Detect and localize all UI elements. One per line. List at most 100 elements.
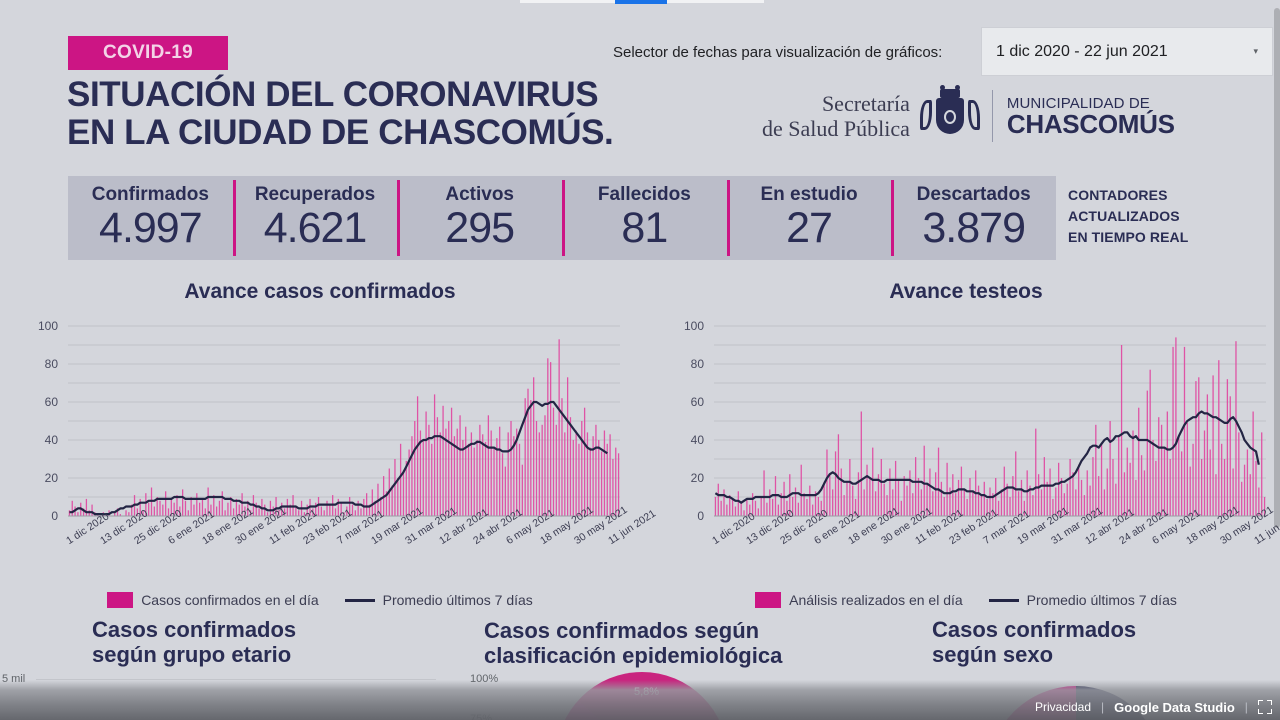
counters-row: Confirmados 4.997 Recuperados 4.621 Activos 2… <box>68 176 1056 260</box>
section-title-clasificacion: Casos confirmados según clasificación ep… <box>484 618 782 668</box>
legend-item-line: Promedio últimos 7 días <box>988 592 1177 608</box>
section-title-sexo: Casos confirmados según sexo <box>932 617 1136 667</box>
counter-recuperados: Recuperados 4.621 <box>232 176 398 260</box>
legend-label-bars: Casos confirmados en el día <box>141 592 319 608</box>
axis-label-5mil: 5 mil <box>2 673 26 685</box>
svg-text:20: 20 <box>45 471 59 485</box>
section-title-sexo-line2: según sexo <box>932 642 1054 668</box>
svg-text:0: 0 <box>697 509 704 523</box>
svg-text:80: 80 <box>691 357 705 371</box>
chart-avance-casos-confirmados: Avance casos confirmados 0 20 40 60 80 100 1 … <box>0 276 658 608</box>
svg-text:0: 0 <box>51 509 58 523</box>
muni-line1: MUNICIPALIDAD DE <box>1006 94 1150 112</box>
counter-activos: Activos 295 <box>397 176 562 260</box>
active-tab-indicator[interactable] <box>615 0 667 4</box>
legend-label-line: Promedio últimos 7 días <box>1026 592 1177 608</box>
privacy-link[interactable]: Privacidad <box>1035 700 1092 714</box>
legend-item-line: Promedio últimos 7 días <box>344 592 533 608</box>
secretaria-line2: de Salud Pública <box>762 116 910 141</box>
legend-swatch-line-icon <box>344 598 375 602</box>
counter-fallecidos: Fallecidos 81 <box>562 176 727 260</box>
secretaria-line1: Secretaría <box>821 90 910 116</box>
legend-item-bars: Análisis realizados en el día <box>755 592 963 608</box>
legend-swatch-bar-icon <box>755 592 782 608</box>
section-title-grupo-etario-line1: Casos confirmados <box>92 617 297 642</box>
logo-divider <box>991 90 993 142</box>
municipal-crest-icon <box>919 85 980 146</box>
svg-text:60: 60 <box>45 395 59 409</box>
page-title-line2: EN LA CIUDAD DE CHASCOMÚS. <box>67 112 614 152</box>
section-title-grupo-etario-line2: según grupo etario <box>92 642 292 668</box>
crest-left-scroll <box>919 100 932 130</box>
page-title-line1: SITUACIÓN DEL CORONAVIRUS <box>67 75 599 114</box>
x-axis: 1 dic 2020 13 dic 2020 25 dic 2020 6 ene 20… <box>710 504 1280 590</box>
counter-value: 4.997 <box>99 203 203 252</box>
muni-line2: CHASCOMÚS <box>1006 108 1175 139</box>
covid-badge: COVID-19 <box>68 36 228 70</box>
section-title-sexo-line1: Casos confirmados <box>932 617 1137 642</box>
counter-label: En estudio <box>760 183 858 205</box>
counter-label: Confirmados <box>91 183 209 205</box>
counter-descartados: Descartados 3.879 <box>891 176 1056 260</box>
counters-note-line2: ACTUALIZADOS <box>1068 208 1180 224</box>
counter-value: 81 <box>621 203 668 252</box>
report-footer: Privacidad | Google Data Studio | <box>1035 694 1272 720</box>
footer-separator-2: | <box>1244 700 1248 714</box>
page-scrollbar[interactable] <box>1274 8 1280 568</box>
svg-text:40: 40 <box>691 433 705 447</box>
chart-title: Avance testeos <box>889 280 1043 303</box>
chart-legend: Análisis realizados en el día Promedio ú… <box>646 592 1280 608</box>
municipality-logo-text: MUNICIPALIDAD DE CHASCOMÚS <box>1007 96 1175 137</box>
date-range-picker[interactable]: 1 dic 2020 - 22 jun 2021 ▾ <box>982 28 1272 75</box>
svg-text:100: 100 <box>684 320 704 333</box>
legend-swatch-line-icon <box>988 598 1019 602</box>
section-title-clasificacion-line1: Casos confirmados según <box>484 618 760 643</box>
svg-text:20: 20 <box>691 471 705 485</box>
counter-en-estudio: En estudio 27 <box>726 176 892 260</box>
counter-label: Fallecidos <box>597 183 691 205</box>
axis-label-100pct: 100% <box>470 673 499 685</box>
org-logo: Secretaría de Salud Pública MUNICIPALIDA… <box>762 85 1175 146</box>
svg-text:100: 100 <box>38 320 58 333</box>
chart-avance-testeos: Avance testeos 0 20 40 60 80 100 1 dic 2020 13… <box>646 276 1280 608</box>
section-title-clasificacion-line2: clasificación epidemiológica <box>484 643 783 669</box>
chart-legend: Casos confirmados en el día Promedio últ… <box>0 592 640 608</box>
covid-badge-label: COVID-19 <box>102 42 194 63</box>
counter-label: Activos <box>445 183 514 205</box>
date-range-value: 1 dic 2020 - 22 jun 2021 <box>996 42 1168 60</box>
counter-value: 4.621 <box>263 203 368 252</box>
counter-value: 27 <box>786 203 833 252</box>
counter-confirmados: Confirmados 4.997 <box>68 176 233 260</box>
svg-text:80: 80 <box>45 357 59 371</box>
counters-note-line1: CONTADORES <box>1068 187 1168 203</box>
chart-plot: 0 20 40 60 80 100 <box>38 320 620 523</box>
chart-plot: 0 20 40 60 80 100 <box>684 320 1266 523</box>
crest-inner-ring <box>943 110 956 124</box>
axis-label-75pct: 75% <box>470 713 493 720</box>
counter-value: 3.879 <box>922 203 1026 252</box>
counters-note-line3: EN TIEMPO REAL <box>1068 229 1189 245</box>
plot-area: 0 20 40 60 80 100 <box>646 320 1280 530</box>
legend-item-bars: Casos confirmados en el día <box>107 592 319 608</box>
plot-area: 0 20 40 60 80 100 <box>0 320 640 530</box>
section-title-grupo-etario: Casos confirmados según grupo etario <box>92 617 296 667</box>
scrollbar-thumb[interactable] <box>1274 8 1280 528</box>
crest-right-scroll <box>967 100 980 130</box>
svg-text:60: 60 <box>691 395 705 409</box>
date-selector-label: Selector de fechas para visualización de… <box>613 44 943 61</box>
legend-label-line: Promedio últimos 7 días <box>382 592 533 608</box>
chevron-down-icon[interactable]: ▾ <box>1253 46 1258 56</box>
gridline-5mil <box>36 679 436 680</box>
browser-top-strip <box>0 0 1280 8</box>
crest-crown <box>939 85 960 98</box>
pie-slice-label: 5,8% <box>634 686 660 698</box>
page-title: SITUACIÓN DEL CORONAVIRUS EN LA CIUDAD D… <box>67 75 614 152</box>
secretaria-logo-text: Secretaría de Salud Pública <box>762 91 922 142</box>
svg-text:40: 40 <box>45 433 59 447</box>
google-data-studio-brand[interactable]: Google Data Studio <box>1114 699 1235 715</box>
x-axis: 1 dic 2020 13 dic 2020 25 dic 2020 6 ene 20… <box>64 504 658 590</box>
chart-title: Avance casos confirmados <box>184 280 456 303</box>
counter-label: Descartados <box>916 183 1031 205</box>
fullscreen-icon[interactable] <box>1257 700 1272 714</box>
